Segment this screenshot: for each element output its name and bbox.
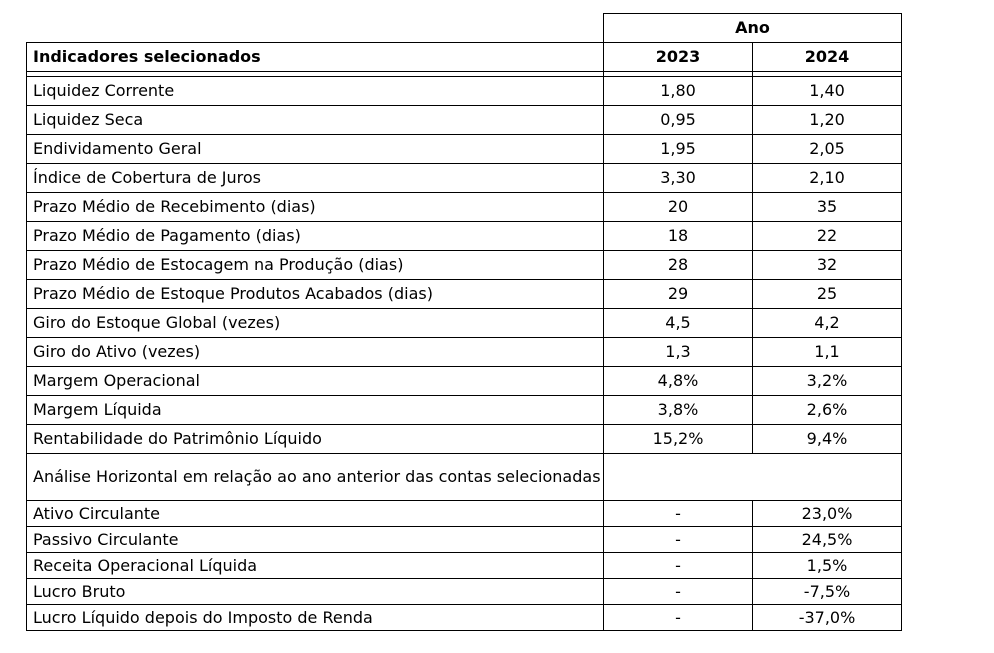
table-row: Liquidez Seca 0,95 1,20 (26, 105, 903, 135)
horizontal-analysis-label: Análise Horizontal em relação ao ano ant… (26, 453, 604, 501)
value-2023: - (603, 552, 753, 579)
table-row: Rentabilidade do Patrimônio Líquido 15,2… (26, 424, 903, 454)
value-2023: 1,95 (603, 134, 753, 164)
value-2023: 1,80 (603, 76, 753, 106)
value-2024: 3,2% (751, 366, 903, 396)
value-2024: 23,0% (751, 500, 903, 527)
value-2023: 28 (603, 250, 753, 280)
value-2024: 9,4% (751, 424, 903, 454)
table-row: Margem Operacional 4,8% 3,2% (26, 366, 903, 396)
table-row: Endividamento Geral 1,95 2,05 (26, 134, 903, 164)
value-2024: 1,5% (751, 552, 903, 579)
value-2024: 2,05 (751, 134, 903, 164)
row-label: Índice de Cobertura de Juros (26, 163, 604, 193)
value-2024: 32 (751, 250, 903, 280)
year-2024-header: 2024 (751, 42, 903, 72)
row-label: Prazo Médio de Estoque Produtos Acabados… (26, 279, 604, 309)
table-row: Liquidez Corrente 1,80 1,40 (26, 76, 903, 106)
row-label: Margem Líquida (26, 395, 604, 425)
sub-row-label: Lucro Líquido depois do Imposto de Renda (26, 604, 604, 631)
value-2023: 18 (603, 221, 753, 251)
value-2024: 35 (751, 192, 903, 222)
table-row: Índice de Cobertura de Juros 3,30 2,10 (26, 163, 903, 193)
sub-row-label: Receita Operacional Líquida (26, 552, 604, 579)
row-label: Margem Operacional (26, 366, 604, 396)
value-2024: 2,10 (751, 163, 903, 193)
value-2023: 20 (603, 192, 753, 222)
value-2023: 0,95 (603, 105, 753, 135)
section-empty-cell (602, 453, 903, 501)
section-header-row: Análise Horizontal em relação ao ano ant… (26, 453, 903, 501)
value-2023: 3,30 (603, 163, 753, 193)
table-row: Prazo Médio de Estoque Produtos Acabados… (26, 279, 903, 309)
row-label: Prazo Médio de Estocagem na Produção (di… (26, 250, 604, 280)
year-2023-header: 2023 (603, 42, 753, 72)
sub-row: Lucro Bruto - -7,5% (26, 578, 903, 605)
year-group-header-row: Ano (26, 13, 903, 43)
sub-row: Passivo Circulante - 24,5% (26, 526, 903, 553)
value-2024: 24,5% (751, 526, 903, 553)
value-2024: 1,20 (751, 105, 903, 135)
row-label: Liquidez Corrente (26, 76, 604, 106)
year-group-header: Ano (602, 13, 903, 43)
value-2024: -37,0% (751, 604, 903, 631)
value-2023: - (603, 578, 753, 605)
sub-row-label: Lucro Bruto (26, 578, 604, 605)
value-2024: 1,1 (751, 337, 903, 367)
table-row: Giro do Estoque Global (vezes) 4,5 4,2 (26, 308, 903, 338)
table-row: Margem Líquida 3,8% 2,6% (26, 395, 903, 425)
sub-row: Lucro Líquido depois do Imposto de Renda… (26, 604, 903, 631)
column-header-row: Indicadores selecionados 2023 2024 (26, 42, 903, 72)
row-label: Endividamento Geral (26, 134, 604, 164)
value-2023: 3,8% (603, 395, 753, 425)
blank-corner-cell (26, 13, 604, 43)
value-2023: - (603, 604, 753, 631)
table-row: Prazo Médio de Estocagem na Produção (di… (26, 250, 903, 280)
sub-row: Ativo Circulante - 23,0% (26, 500, 903, 527)
value-2024: 25 (751, 279, 903, 309)
row-label: Liquidez Seca (26, 105, 604, 135)
value-2024: 2,6% (751, 395, 903, 425)
indicators-table: Ano Indicadores selecionados 2023 2024 L… (26, 13, 903, 631)
value-2023: 1,3 (603, 337, 753, 367)
value-2024: 22 (751, 221, 903, 251)
value-2023: 4,8% (603, 366, 753, 396)
table-row: Prazo Médio de Recebimento (dias) 20 35 (26, 192, 903, 222)
table-row: Giro do Ativo (vezes) 1,3 1,1 (26, 337, 903, 367)
value-2024: 4,2 (751, 308, 903, 338)
row-label: Prazo Médio de Pagamento (dias) (26, 221, 604, 251)
value-2023: 4,5 (603, 308, 753, 338)
sub-row: Receita Operacional Líquida - 1,5% (26, 552, 903, 579)
value-2023: - (603, 526, 753, 553)
value-2023: - (603, 500, 753, 527)
row-label: Rentabilidade do Patrimônio Líquido (26, 424, 604, 454)
indicators-header: Indicadores selecionados (26, 42, 604, 72)
row-label: Giro do Ativo (vezes) (26, 337, 604, 367)
table-row: Prazo Médio de Pagamento (dias) 18 22 (26, 221, 903, 251)
value-2024: -7,5% (751, 578, 903, 605)
row-label: Giro do Estoque Global (vezes) (26, 308, 604, 338)
value-2024: 1,40 (751, 76, 903, 106)
row-label: Prazo Médio de Recebimento (dias) (26, 192, 604, 222)
sub-row-label: Passivo Circulante (26, 526, 604, 553)
value-2023: 15,2% (603, 424, 753, 454)
value-2023: 29 (603, 279, 753, 309)
sub-row-label: Ativo Circulante (26, 500, 604, 527)
